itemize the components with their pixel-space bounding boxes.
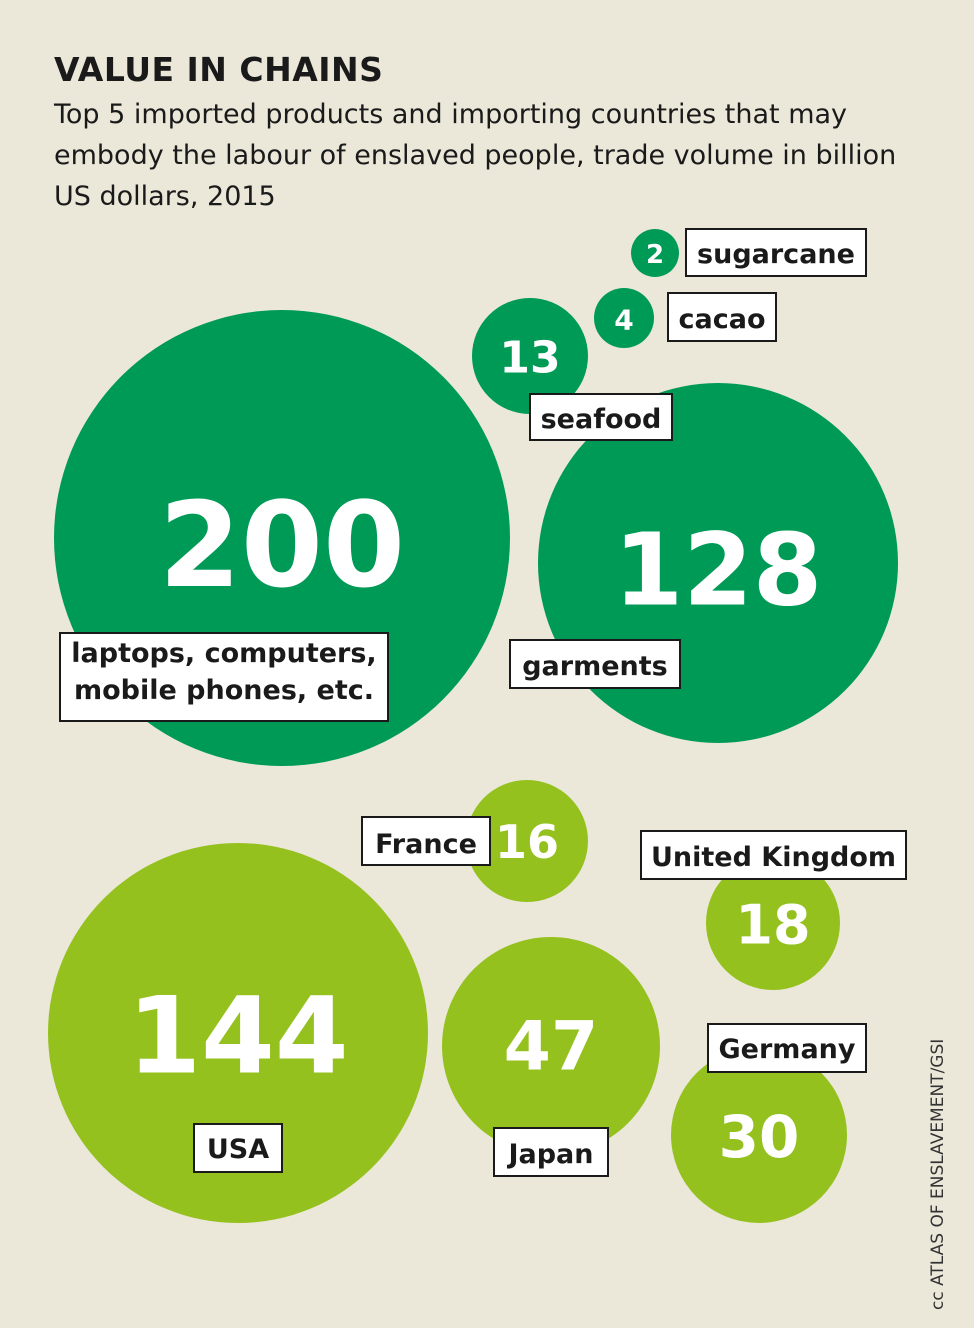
value-label-garments: 128 xyxy=(614,512,823,629)
bubble-usa xyxy=(48,843,428,1223)
category-label: United Kingdom xyxy=(651,842,896,873)
category-label: Japan xyxy=(506,1139,593,1170)
category-label: mobile phones, etc. xyxy=(74,675,374,706)
label-box xyxy=(59,632,389,722)
category-label: USA xyxy=(207,1134,269,1165)
bubble-germany xyxy=(671,1047,847,1223)
label-germany: Germany xyxy=(707,1023,867,1073)
value-label-seafood: 13 xyxy=(499,333,560,384)
bubble-united-kingdom xyxy=(706,856,840,990)
category-label: sugarcane xyxy=(697,239,855,270)
source-credit: cc ATLAS OF ENSLAVEMENT/GSI xyxy=(928,1038,948,1310)
category-label: Germany xyxy=(719,1034,856,1065)
bubble-france xyxy=(466,780,588,902)
label-box xyxy=(640,830,907,880)
bubble-seafood xyxy=(472,298,588,414)
label-japan: Japan xyxy=(493,1127,609,1177)
label-box xyxy=(667,292,777,342)
label-box xyxy=(193,1123,283,1173)
category-label: seafood xyxy=(541,404,662,435)
chart-title: VALUE IN CHAINS xyxy=(54,50,384,89)
value-label-usa: 144 xyxy=(127,975,348,1098)
label-sugarcane: sugarcane xyxy=(685,228,867,277)
category-label: cacao xyxy=(679,304,766,335)
label-cacao: cacao xyxy=(667,292,777,342)
label-france: France xyxy=(361,816,491,866)
value-label-japan: 47 xyxy=(504,1008,599,1087)
label-seafood: seafood xyxy=(529,393,673,441)
value-label-sugarcane: 2 xyxy=(646,240,664,270)
bubble-sugarcane xyxy=(631,229,679,277)
label-garments: garments xyxy=(509,639,681,689)
label-box xyxy=(529,393,673,441)
category-label: laptops, computers, xyxy=(71,638,376,669)
value-label-cacao: 4 xyxy=(614,304,633,337)
bubble-cacao xyxy=(594,288,654,348)
category-label: France xyxy=(375,829,477,860)
value-label-germany: 30 xyxy=(719,1103,800,1171)
value-label-france: 16 xyxy=(495,815,559,869)
category-label: garments xyxy=(522,651,668,682)
bubble-japan xyxy=(442,937,660,1155)
label-united-kingdom: United Kingdom xyxy=(640,830,907,880)
label-box xyxy=(685,228,867,277)
label-box xyxy=(493,1127,609,1177)
label-usa: USA xyxy=(193,1123,283,1173)
label-laptops-computers-mobile-phones-etc: laptops, computers, mobile phones, etc. xyxy=(59,632,389,722)
value-label-laptops-computers-mobile-phones-etc: 200 xyxy=(159,476,405,614)
label-box xyxy=(707,1023,867,1073)
label-box xyxy=(509,639,681,689)
chart-subtitle: Top 5 imported products and importing co… xyxy=(54,99,897,212)
label-box xyxy=(361,816,491,866)
value-label-united-kingdom: 18 xyxy=(735,894,810,957)
